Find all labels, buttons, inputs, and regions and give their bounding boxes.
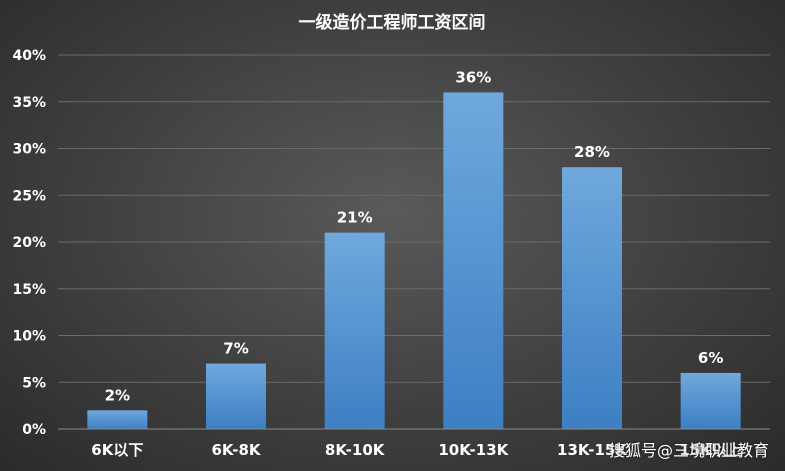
grid-lines [58, 54, 770, 383]
watermark-text: 搜狐号@三境职业教育 [608, 441, 769, 460]
bar-value-label: 21% [337, 209, 373, 227]
y-tick-label: 5% [22, 375, 46, 391]
y-tick-label: 20% [12, 235, 46, 251]
y-tick-label: 40% [12, 48, 46, 64]
y-tick-label: 15% [12, 282, 46, 298]
y-tick-label: 35% [12, 95, 46, 111]
bar-4 [562, 167, 622, 429]
x-tick-label: 8K-10K [325, 441, 386, 459]
y-tick-label: 25% [12, 188, 46, 204]
x-tick-label: 13K-15K [557, 441, 628, 459]
bar-value-label: 7% [223, 340, 248, 358]
x-axis-tick-labels: 6K以下 6K-8K 8K-10K 10K-13K 13K-15K 15K以上 [91, 441, 742, 459]
x-tick-label: 15K以上 [679, 441, 742, 459]
y-tick-label: 10% [12, 329, 46, 345]
bar-value-label: 36% [455, 68, 491, 86]
y-tick-label: 0% [22, 422, 46, 438]
bar-value-label: 6% [698, 349, 723, 367]
bar-1 [206, 363, 266, 429]
x-tick-label: 6K-8K [211, 441, 261, 459]
chart-title: 一级造价工程师工资区间 [299, 12, 486, 33]
bars [87, 92, 741, 430]
bar-5 [680, 372, 741, 429]
bar-3 [443, 92, 504, 430]
x-tick-label: 10K-13K [438, 441, 509, 459]
bar-value-label: 2% [105, 386, 130, 404]
bar-0 [87, 410, 148, 429]
x-tick-label: 6K以下 [91, 441, 143, 459]
y-axis-tick-labels: 0% 5% 10% 15% 20% 25% 30% 35% 40% [12, 48, 46, 438]
bar-2 [324, 232, 385, 429]
bar-value-labels: 2% 7% 21% 36% 28% 6% [105, 68, 724, 404]
y-tick-label: 30% [12, 142, 46, 158]
bar-value-label: 28% [574, 143, 610, 161]
